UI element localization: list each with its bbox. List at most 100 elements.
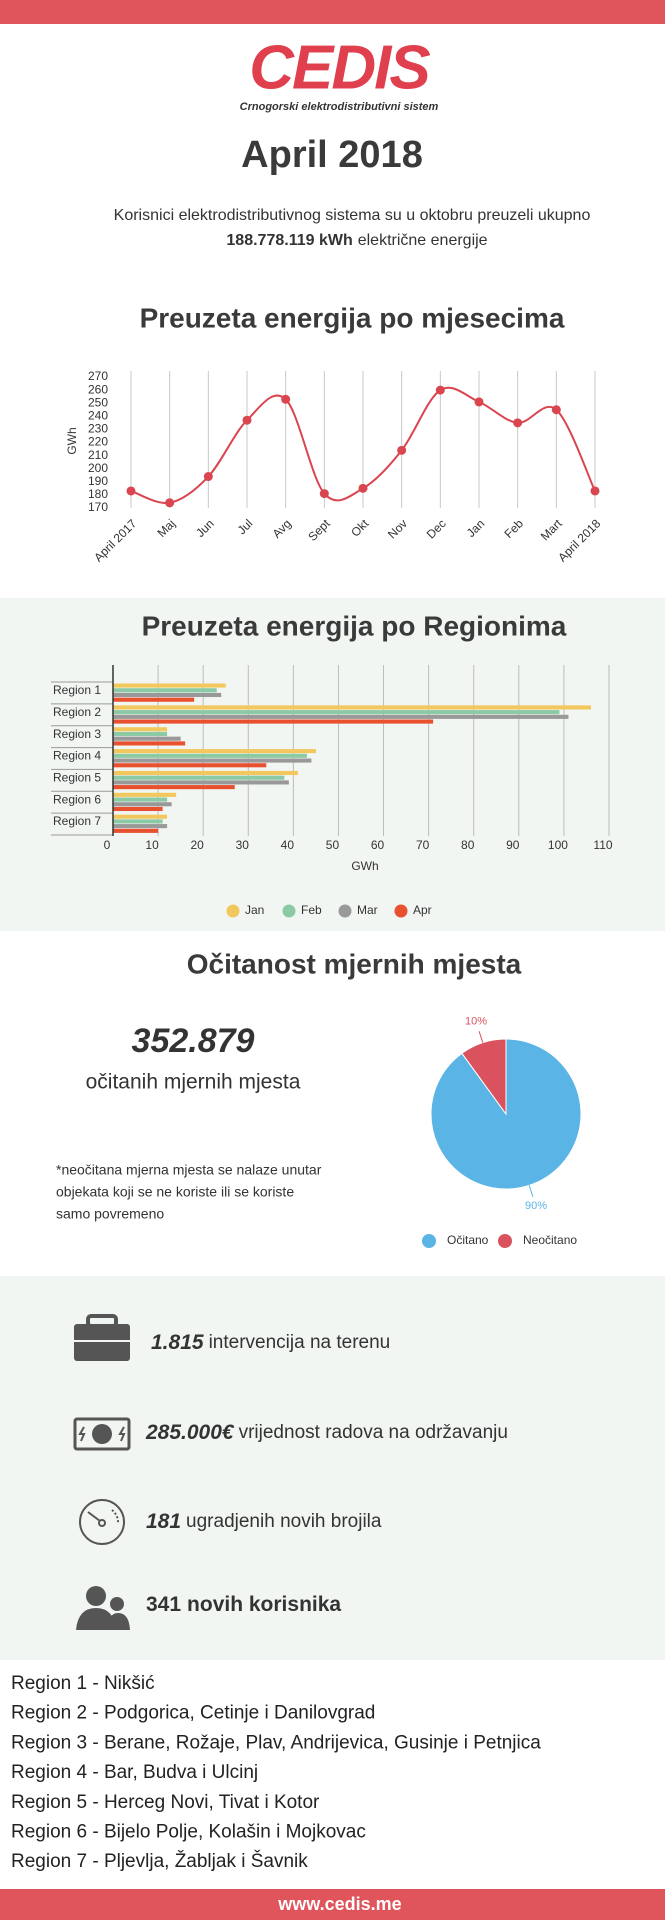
legend-label: Apr (413, 903, 432, 917)
x-tick-label: 110 (593, 838, 612, 852)
stat-label: vrijednost radova na održavanju (239, 1422, 508, 1443)
bar (113, 731, 168, 737)
legend-label: Neočitano (523, 1233, 577, 1247)
stat-label: intervencija na terenu (209, 1332, 391, 1353)
bar (113, 714, 569, 719)
icon-part (78, 1426, 126, 1442)
region-item: Region 4 - Bar, Budva i Ulcinj (11, 1762, 258, 1783)
y-tick-label: Region 2 (53, 705, 101, 719)
bar-chart-title: Preuzeta energija po Regionima (142, 610, 567, 641)
x-tick-label: 10 (145, 838, 159, 852)
pie-chart-title: Očitanost mjernih mjesta (187, 948, 522, 979)
stat-value: 285.000€ (145, 1421, 235, 1444)
point (203, 472, 213, 482)
data-label: 10% (465, 1016, 487, 1028)
y-tick-label: 240 (88, 408, 108, 422)
bar (113, 736, 181, 741)
stat-value: 1.815 (151, 1331, 204, 1354)
y-tick-label: 230 (88, 422, 108, 436)
x-tick-label: 60 (371, 838, 385, 852)
y-tick-label: Region 5 (53, 771, 101, 785)
bar (113, 802, 172, 807)
data-label: 90% (525, 1200, 547, 1212)
point (551, 405, 561, 415)
icon-part (111, 1509, 120, 1525)
bar (113, 719, 434, 724)
legend-swatch (338, 904, 352, 918)
line-chart-title: Preuzeta energija po mjesecima (140, 302, 565, 333)
y-tick-label: Region 7 (53, 814, 101, 828)
legend-swatch (422, 1234, 436, 1248)
bar (113, 819, 163, 824)
legend-label: Očitano (447, 1233, 489, 1247)
y-tick-label: 190 (88, 474, 108, 488)
stat-label: novih korisnika (187, 1593, 341, 1616)
stat-value: 181 (146, 1510, 181, 1533)
stat-value: 341 (146, 1593, 181, 1616)
legend-label: Jan (245, 903, 264, 917)
region-item: Region 6 - Bijelo Polje, Kolašin i Mojko… (11, 1822, 366, 1843)
x-tick-label: Jul (235, 516, 256, 537)
icon-part (92, 1424, 112, 1444)
icon-part (98, 1519, 106, 1527)
bar (113, 824, 168, 829)
x-tick-label: 20 (191, 838, 205, 852)
x-tick-label: Jun (193, 516, 217, 540)
y-tick-label: Region 1 (53, 683, 101, 697)
intro-value: 188.778.119 kWh (226, 232, 352, 249)
icon-part (74, 1340, 130, 1342)
point (358, 483, 368, 493)
icon-part (79, 1499, 125, 1545)
y-tick-label: 260 (88, 382, 108, 396)
x-tick-label: 100 (548, 838, 568, 852)
stat: 285.000€ vrijednost radova na održavanju (145, 1421, 508, 1444)
bar (113, 692, 222, 698)
point (319, 489, 329, 499)
y-axis-label: GWh (65, 427, 79, 454)
x-tick-label: 80 (461, 838, 475, 852)
stat: 1.815 intervencija na terenu (151, 1331, 390, 1354)
bar (113, 775, 285, 780)
icon-part (73, 1417, 131, 1451)
point (165, 498, 175, 508)
point (474, 397, 484, 407)
x-tick-label: Avg (270, 516, 294, 540)
bar (113, 727, 168, 732)
stat-label: ugradjenih novih brojila (186, 1511, 382, 1532)
logo: CEDIS (249, 33, 430, 102)
footer-bar (0, 1889, 665, 1920)
top-bar (0, 0, 665, 24)
icon-part (108, 1613, 130, 1630)
briefcase-icon (74, 1314, 130, 1361)
x-tick-label: 40 (281, 838, 295, 852)
footer-link[interactable]: www.cedis.me (277, 1894, 401, 1914)
legend-swatch (282, 904, 296, 918)
y-tick-label: 270 (88, 369, 108, 383)
title: April 2018 (241, 134, 423, 176)
bar (113, 785, 235, 790)
legend-swatch (498, 1234, 512, 1248)
pie-slice (461, 1038, 507, 1116)
bar (113, 749, 316, 754)
point (242, 415, 252, 425)
note: objekata koji se ne koriste ili se koris… (56, 1184, 294, 1200)
x-tick-label: 0 (104, 838, 111, 852)
x-tick-label: Dec (424, 516, 449, 541)
bar (113, 683, 226, 688)
x-tick-label: Mart (538, 516, 565, 543)
x-tick-label: 90 (506, 838, 520, 852)
x-tick-label: 50 (326, 838, 340, 852)
y-tick-label: 180 (88, 487, 108, 501)
point (590, 486, 600, 496)
intro-text: Korisnici elektrodistributivnog sistema … (114, 207, 591, 224)
icon-part (110, 1597, 124, 1611)
legend-label: Mar (357, 903, 378, 917)
icon-part (86, 1586, 106, 1606)
point (435, 385, 445, 395)
x-tick-label: April 2017 (91, 516, 139, 564)
region-list: Region 1 - Nikšić Region 2 - Podgorica, C… (11, 1673, 541, 1872)
bar (113, 792, 177, 797)
bar (113, 705, 591, 710)
